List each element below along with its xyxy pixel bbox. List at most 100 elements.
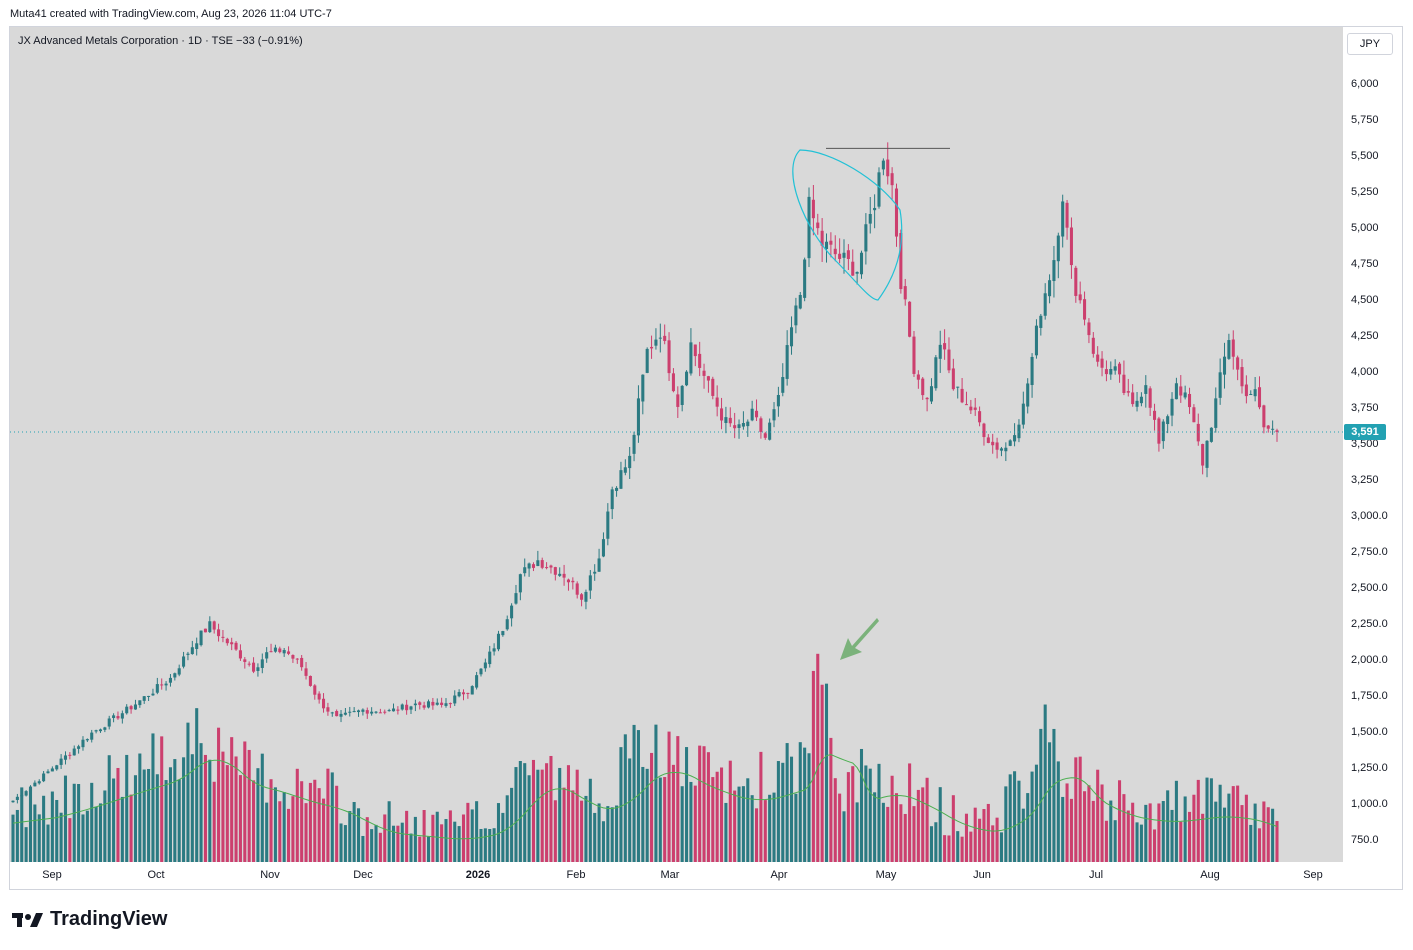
- volume-bar: [553, 800, 557, 862]
- candle-body: [754, 410, 759, 418]
- candle-body: [855, 271, 859, 274]
- volume-bar: [160, 736, 164, 862]
- volume-bar: [501, 812, 505, 862]
- candle-body: [934, 357, 938, 389]
- candle-body: [505, 619, 509, 630]
- candle: [741, 411, 745, 430]
- candle-body: [873, 207, 877, 211]
- volume-bar: [448, 810, 452, 862]
- plot-area[interactable]: [10, 27, 1343, 862]
- candle: [479, 668, 483, 677]
- candle-body: [24, 791, 28, 796]
- volume-bar: [737, 786, 741, 862]
- candle-body: [510, 605, 514, 619]
- volume-bar: [1166, 790, 1170, 862]
- candle: [890, 167, 894, 200]
- volume-bar: [339, 823, 343, 862]
- volume-bar: [1227, 793, 1231, 862]
- candle: [1222, 342, 1227, 389]
- candle-body: [217, 629, 221, 637]
- volume-bar: [1043, 704, 1047, 862]
- candle: [986, 434, 990, 444]
- candle: [916, 370, 920, 389]
- volume-bar: [413, 816, 417, 862]
- candle-body: [1253, 389, 1257, 397]
- candle: [190, 640, 194, 655]
- volume-bar: [1231, 786, 1235, 862]
- volume-bar: [343, 825, 347, 862]
- candle-body: [1262, 405, 1266, 428]
- brand[interactable]: TradingView: [12, 908, 167, 931]
- volume-bar: [1004, 786, 1008, 862]
- candle: [851, 249, 855, 276]
- candle: [1218, 358, 1222, 405]
- candle-body: [461, 692, 466, 695]
- candle: [934, 355, 938, 391]
- candle: [768, 418, 772, 441]
- candle: [400, 703, 404, 711]
- candle: [645, 347, 649, 374]
- volume-bar: [405, 810, 409, 862]
- candle-body: [1069, 227, 1073, 266]
- candle: [15, 793, 19, 804]
- candle-body: [182, 656, 186, 667]
- candle-body: [908, 301, 912, 337]
- volume-bar: [934, 822, 938, 862]
- price-tick-label: 1,250.0: [1351, 762, 1388, 774]
- volume-bar: [1240, 805, 1244, 862]
- volume-bar: [868, 768, 872, 862]
- candle-body: [1078, 294, 1082, 301]
- candle: [370, 707, 374, 716]
- candle-body: [470, 686, 474, 695]
- candle: [160, 678, 164, 690]
- candle: [496, 630, 501, 652]
- candle-body: [575, 583, 579, 595]
- candle-body: [951, 368, 955, 390]
- candle: [77, 744, 81, 754]
- volume-bar: [1244, 794, 1248, 862]
- candle: [785, 330, 789, 386]
- candle: [326, 702, 330, 716]
- candle: [1065, 199, 1069, 240]
- currency-button[interactable]: JPY: [1347, 33, 1393, 55]
- volume-bar: [273, 787, 277, 862]
- volume-bar: [715, 771, 719, 862]
- volume-bar: [1104, 820, 1108, 862]
- candle-body: [129, 706, 133, 710]
- candle-body: [1266, 425, 1270, 429]
- candle-body: [383, 711, 387, 713]
- candle-body: [1249, 394, 1253, 396]
- candle: [1039, 313, 1043, 336]
- candle-body: [724, 417, 728, 423]
- volume-bar: [606, 806, 610, 862]
- candle-body: [803, 259, 807, 298]
- volume-bar: [789, 756, 794, 862]
- candle: [650, 335, 654, 359]
- volume-bar: [820, 684, 824, 862]
- time-tick-label: Jul: [1088, 869, 1104, 881]
- symbol-legend[interactable]: JX Advanced Metals Corporation · 1D · TS…: [18, 35, 303, 47]
- volume-bar: [479, 828, 483, 862]
- volume-bar: [199, 743, 203, 862]
- candle-body: [1048, 280, 1052, 297]
- candle: [1078, 281, 1082, 304]
- volume-bar: [1157, 803, 1161, 862]
- volume-bar: [575, 769, 579, 862]
- candle-body: [304, 668, 308, 676]
- volume-bar: [584, 795, 588, 862]
- candle-body: [1004, 447, 1008, 452]
- volume-bar: [120, 796, 124, 862]
- candle-body: [580, 594, 584, 600]
- candle: [886, 142, 890, 185]
- candle: [641, 374, 645, 415]
- candle: [339, 709, 343, 723]
- candle: [706, 375, 710, 393]
- candle: [925, 397, 929, 412]
- candle-body: [203, 628, 207, 633]
- volume-bar: [943, 835, 947, 862]
- candle-body: [387, 710, 391, 712]
- volume-bar: [951, 795, 955, 862]
- candle-body: [85, 739, 89, 741]
- volume-bar: [1008, 774, 1012, 862]
- volume-bar: [396, 825, 400, 862]
